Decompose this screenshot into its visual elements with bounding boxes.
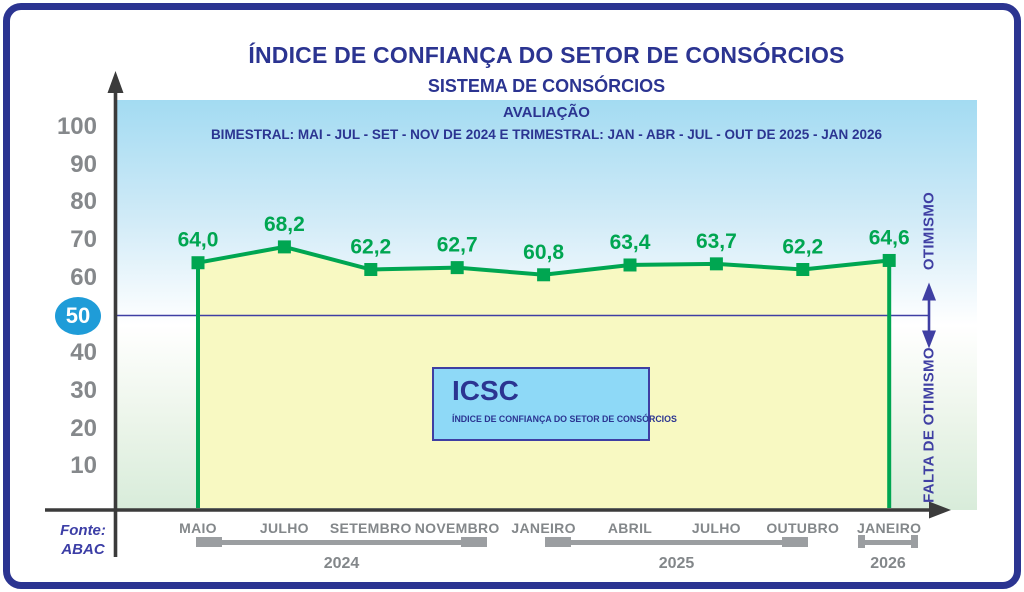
year-label: 2025 [658, 555, 695, 572]
y-tick-label: 90 [70, 150, 97, 178]
evaluation-schedule-text: BIMESTRAL: MAI - JUL - SET - NOV DE 2024… [210, 127, 883, 142]
plot-area-background [116, 100, 977, 510]
year-bracket-cap [196, 537, 222, 547]
year-bracket-bar [545, 540, 808, 545]
chart-title: ÍNDICE DE CONFIANÇA DO SETOR DE CONSÓRCI… [248, 42, 845, 68]
icsc-caption: ÍNDICE DE CONFIANÇA DO SETOR DE CONSÓRCI… [452, 413, 677, 424]
year-bracket-cap [858, 535, 865, 548]
x-axis-month-label: JULHO [691, 520, 741, 536]
source-label: Fonte: [60, 522, 106, 539]
source-note: Fonte: ABAC [56, 522, 110, 560]
year-bracket-bar [858, 540, 918, 545]
year-bracket-cap [545, 537, 571, 547]
y-tick-label: 70 [70, 226, 97, 254]
y-tick-label: 40 [70, 339, 97, 367]
year-bracket-cap [911, 535, 918, 548]
year-bracket-cap [782, 537, 808, 547]
x-axis-month-label: ABRIL [607, 520, 653, 536]
icsc-acronym: ICSC [452, 375, 519, 406]
x-axis-month-label: JANEIRO [857, 520, 922, 536]
y-tick-label: 10 [70, 452, 97, 480]
x-axis-month-label: JULHO [259, 520, 309, 536]
chart-subtitle: SISTEMA DE CONSÓRCIOS [427, 76, 666, 96]
y-tick-label: 80 [70, 188, 97, 216]
x-axis-month-label: MAIO [179, 520, 217, 536]
year-label: 2026 [870, 555, 906, 572]
y-tick-label: 30 [70, 376, 97, 404]
year-bracket-bar [196, 540, 487, 545]
y-tick-highlight-50: 50 [55, 296, 101, 335]
year-bracket-cap [461, 537, 487, 547]
lack-of-optimism-zone-label: FALTA DE OTIMISMO [920, 347, 938, 503]
x-axis-month-label: NOVEMBRO [414, 520, 500, 536]
y-tick-label: 60 [70, 263, 97, 291]
y-tick-label: 20 [70, 414, 97, 442]
x-axis-month-label: JANEIRO [511, 520, 576, 536]
evaluation-heading: AVALIAÇÃO [503, 104, 590, 121]
year-label: 2024 [323, 555, 360, 572]
x-axis-month-label: OUTUBRO [766, 520, 840, 536]
y-tick-label: 100 [56, 113, 97, 140]
x-axis-month-label: SETEMBRO [329, 520, 412, 536]
source-name: ABAC [61, 540, 105, 558]
icsc-legend-box: ICSC ÍNDICE DE CONFIANÇA DO SETOR DE CON… [432, 367, 677, 441]
optimism-zone-label: OTIMISMO [920, 191, 938, 271]
